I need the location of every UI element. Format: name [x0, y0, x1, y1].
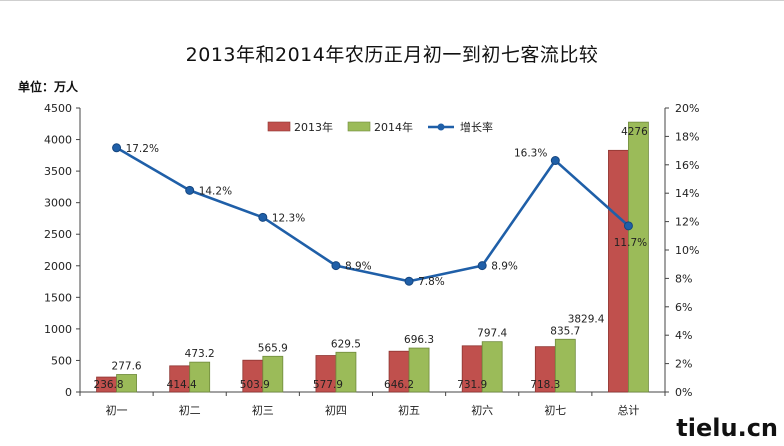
data-label-2014: 629.5: [331, 338, 361, 350]
bar-2014: [481, 341, 503, 393]
left-tick-label: 3000: [44, 197, 72, 210]
x-tick-label: 初六: [471, 403, 493, 417]
legend-swatch-2014: [347, 121, 371, 132]
data-label-2014: 797.4: [477, 328, 507, 340]
data-label-2014: 565.9: [258, 342, 288, 354]
growth-rate-point: [550, 156, 560, 166]
right-tick-label: 10%: [675, 244, 699, 257]
right-tick-label: 12%: [675, 216, 699, 229]
growth-rate-label: 11.7%: [614, 237, 647, 249]
left-tick-label: 1000: [44, 323, 72, 336]
data-label-2013: 414.4: [167, 379, 197, 391]
growth-rate-label: 14.2%: [199, 185, 232, 197]
data-label-2014: 473.2: [185, 348, 215, 360]
right-tick-label: 2%: [675, 358, 692, 371]
growth-rate-line: [115, 146, 630, 283]
bar-2014: [554, 338, 576, 393]
growth-rate-point: [331, 261, 341, 271]
legend-swatch-2013: [267, 121, 291, 132]
bar-2014: [335, 351, 357, 393]
legend-label-2014: 2014年: [374, 120, 413, 134]
growth-rate-label: 16.3%: [514, 148, 547, 160]
x-tick-label: 总计: [617, 403, 639, 417]
growth-rate-label: 12.3%: [272, 212, 305, 224]
right-tick-label: 8%: [675, 272, 692, 285]
data-label-2014: 835.7: [550, 325, 580, 337]
left-tick-label: 4000: [44, 134, 72, 147]
right-tick-label: 20%: [675, 102, 699, 115]
growth-rate-point: [258, 212, 268, 222]
growth-rate-label: 7.8%: [418, 276, 445, 288]
growth-rate-point: [404, 276, 414, 286]
bar-2014: [189, 361, 211, 393]
right-tick-label: 18%: [675, 130, 699, 143]
left-tick-label: 2000: [44, 260, 72, 273]
left-tick-label: 4500: [44, 102, 72, 115]
bar-2014: [628, 121, 649, 393]
left-tick-label: 3500: [44, 165, 72, 178]
x-tick-label: 初二: [179, 403, 201, 417]
growth-rate-label: 8.9%: [345, 261, 372, 273]
x-tick-label: 初一: [106, 403, 128, 417]
legend-marker-growth: [437, 123, 445, 131]
legend-label-2013: 2013年: [294, 120, 333, 134]
x-tick-label: 初四: [325, 403, 347, 417]
data-label-2013: 577.9: [313, 379, 343, 391]
left-tick-label: 1500: [44, 291, 72, 304]
watermark: tielu.cn: [676, 414, 778, 442]
x-tick-label: 初三: [252, 403, 274, 417]
left-tick-label: 0: [65, 386, 72, 399]
x-tick-label: 初七: [544, 403, 566, 417]
growth-rate-label: 8.9%: [491, 261, 518, 273]
right-tick-label: 16%: [675, 159, 699, 172]
data-label-2013: 236.8: [94, 379, 124, 391]
data-label-2013: 718.3: [530, 379, 560, 391]
bar-2013: [608, 149, 629, 393]
unit-label: 单位：万人: [18, 80, 79, 94]
growth-rate-point: [477, 261, 487, 271]
data-label-2013: 646.2: [384, 379, 414, 391]
data-label-2014: 277.6: [112, 360, 142, 372]
data-label-2013: 503.9: [240, 379, 270, 391]
bar-2014: [408, 347, 430, 393]
data-label-2014: 696.3: [404, 334, 434, 346]
bar-2014: [262, 355, 284, 393]
legend-label-growth: 增长率: [460, 120, 493, 134]
growth-rate-point: [623, 221, 633, 231]
bar-2014: [116, 374, 137, 393]
x-tick-label: 初五: [398, 403, 420, 417]
right-tick-label: 0%: [675, 386, 692, 399]
left-tick-label: 2500: [44, 228, 72, 241]
left-tick-label: 500: [51, 354, 72, 367]
growth-rate-point: [185, 185, 195, 195]
right-tick-label: 14%: [675, 187, 699, 200]
data-label-2013: 731.9: [457, 379, 487, 391]
data-label-2014: 4276: [621, 126, 648, 138]
right-tick-label: 6%: [675, 301, 692, 314]
growth-rate-label: 17.2%: [126, 143, 159, 155]
right-tick-label: 4%: [675, 329, 692, 342]
growth-rate-point: [112, 143, 122, 153]
data-label-2013: 3829.4: [568, 314, 605, 326]
chart-title: 2013年和2014年农历正月初一到初七客流比较: [185, 44, 599, 66]
